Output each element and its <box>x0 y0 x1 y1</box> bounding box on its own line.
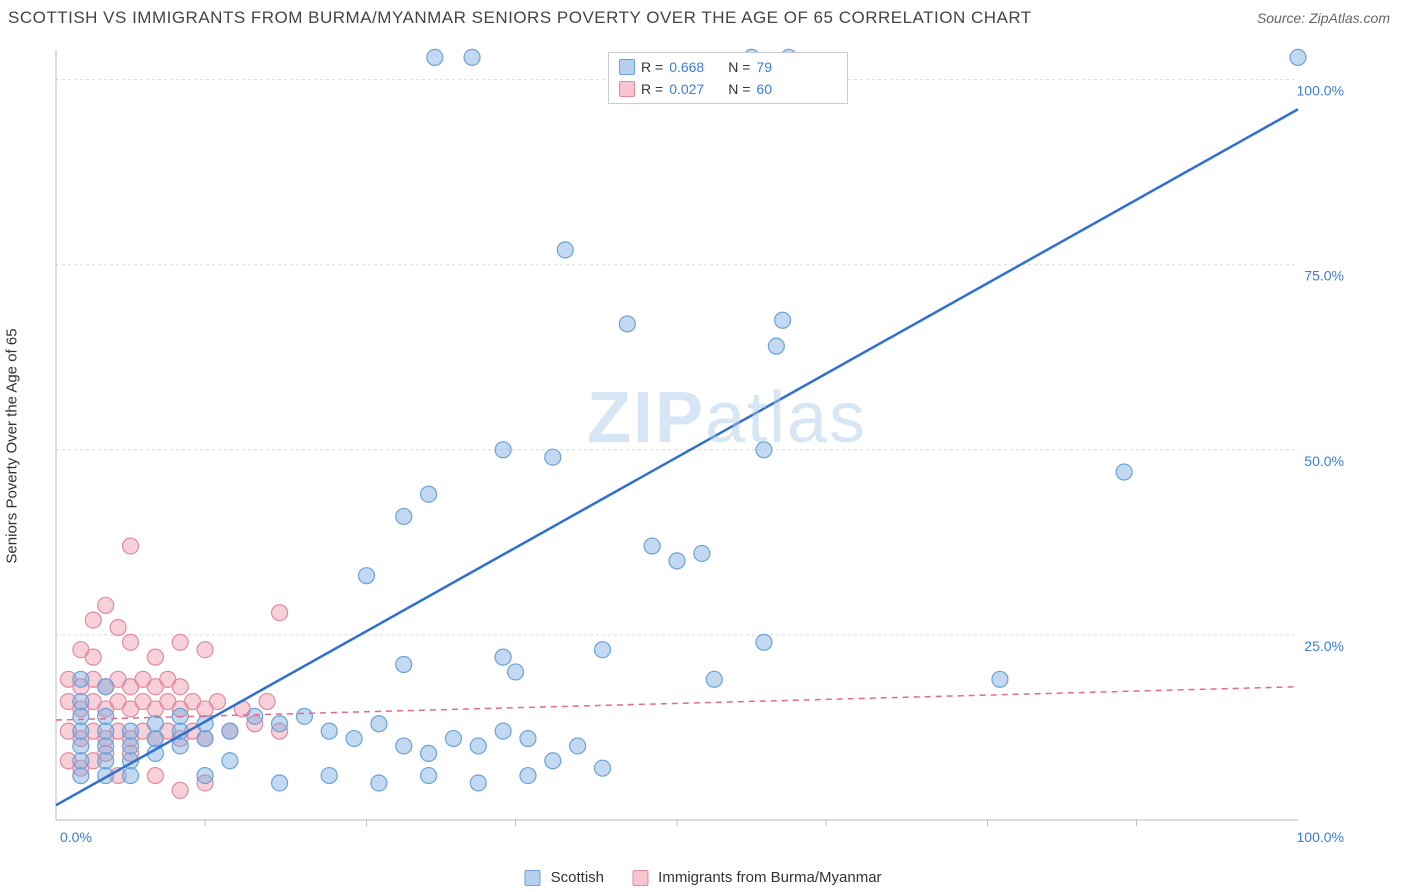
legend-swatch-burma <box>632 870 648 886</box>
legend-item-scottish: Scottish <box>524 869 604 886</box>
legend-swatch-scottish <box>524 870 540 886</box>
chart-title: SCOTTISH VS IMMIGRANTS FROM BURMA/MYANMA… <box>8 8 1032 28</box>
svg-text:25.0%: 25.0% <box>1304 638 1344 654</box>
svg-text:100.0%: 100.0% <box>1297 83 1344 99</box>
legend-label-burma: Immigrants from Burma/Myanmar <box>658 869 881 886</box>
legend-item-burma: Immigrants from Burma/Myanmar <box>632 869 882 886</box>
chart-container: 25.0%50.0%75.0%100.0%0.0%100.0% R = 0.66… <box>48 40 1406 862</box>
svg-text:75.0%: 75.0% <box>1304 268 1344 284</box>
bottom-legend: Scottish Immigrants from Burma/Myanmar <box>524 869 881 886</box>
legend-label-scottish: Scottish <box>551 869 604 886</box>
svg-text:50.0%: 50.0% <box>1304 453 1344 469</box>
y-axis-label: Seniors Poverty Over the Age of 65 <box>4 328 21 563</box>
chart-header: SCOTTISH VS IMMIGRANTS FROM BURMA/MYANMA… <box>0 0 1406 32</box>
svg-text:100.0%: 100.0% <box>1297 829 1344 845</box>
source-attribution: Source: ZipAtlas.com <box>1257 10 1390 26</box>
scatter-chart-svg: 25.0%50.0%75.0%100.0%0.0%100.0% R = 0.66… <box>48 40 1406 860</box>
svg-text:0.0%: 0.0% <box>60 829 92 845</box>
